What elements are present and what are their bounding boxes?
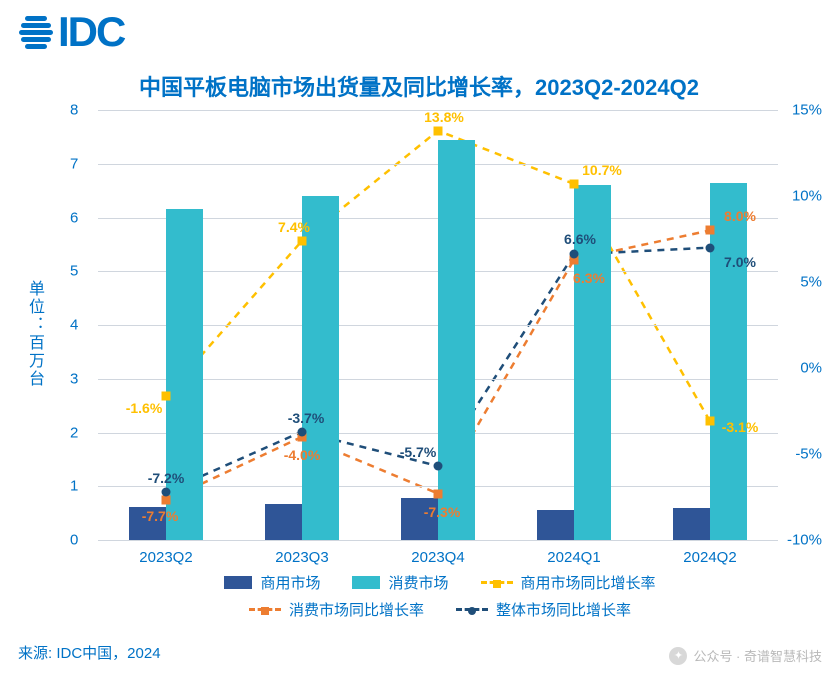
legend-label: 整体市场同比增长率 — [496, 599, 631, 620]
marker-commercial_yoy — [298, 236, 307, 245]
y1-tick-label: 7 — [70, 155, 78, 172]
value-label-overall_yoy: 7.0% — [724, 254, 756, 270]
chart-source: 来源: IDC中国，2024 — [18, 642, 161, 663]
y2-tick-label: -5% — [795, 446, 822, 463]
bar-consumer — [438, 140, 475, 540]
legend-label: 消费市场同比增长率 — [289, 599, 424, 620]
x-tick-label: 2023Q3 — [275, 549, 328, 566]
marker-overall_yoy — [570, 250, 579, 259]
bar-consumer — [302, 196, 339, 540]
idc-logo-icon — [18, 14, 54, 50]
value-label-consumer_yoy: -7.3% — [424, 504, 461, 520]
marker-commercial_yoy — [706, 417, 715, 426]
chart-legend: 商用市场 消费市场 商用市场同比增长率消费市场同比增长率 整体市场同比增长率 — [100, 572, 780, 626]
bar-commercial — [673, 508, 710, 540]
legend-swatch — [456, 608, 488, 611]
y1-axis-label: 单位：百万台 — [22, 280, 46, 388]
legend-item-commercial_yoy: 商用市场同比增长率 — [481, 572, 656, 593]
y1-tick-label: 8 — [70, 102, 78, 119]
bar-commercial — [537, 510, 574, 540]
watermark: ✦ 公众号 · 奇谱智慧科技 — [669, 646, 822, 665]
legend-row: 商用市场 消费市场 商用市场同比增长率 — [100, 572, 780, 593]
legend-swatch — [249, 608, 281, 611]
value-label-commercial_yoy: 7.4% — [278, 219, 310, 235]
legend-swatch — [224, 576, 252, 589]
legend-label: 消费市场 — [388, 572, 448, 593]
marker-commercial_yoy — [434, 126, 443, 135]
value-label-commercial_yoy: 10.7% — [582, 162, 622, 178]
bar-commercial — [265, 504, 302, 540]
value-label-commercial_yoy: -3.1% — [722, 419, 759, 435]
marker-commercial_yoy — [570, 179, 579, 188]
marker-commercial_yoy — [162, 391, 171, 400]
value-label-consumer_yoy: -7.7% — [142, 508, 179, 524]
x-tick-label: 2024Q1 — [547, 549, 600, 566]
marker-overall_yoy — [162, 487, 171, 496]
y1-tick-label: 1 — [70, 478, 78, 495]
watermark-text: 公众号 · 奇谱智慧科技 — [693, 646, 822, 665]
gridline — [98, 540, 778, 541]
y2-tick-label: 10% — [792, 188, 822, 205]
marker-consumer_yoy — [162, 496, 171, 505]
marker-consumer_yoy — [434, 489, 443, 498]
value-label-commercial_yoy: -1.6% — [126, 400, 163, 416]
y2-tick-label: -10% — [787, 532, 822, 549]
value-label-commercial_yoy: 13.8% — [424, 109, 464, 125]
value-label-overall_yoy: -5.7% — [400, 444, 437, 460]
legend-swatch — [352, 576, 380, 589]
marker-overall_yoy — [298, 427, 307, 436]
value-label-overall_yoy: -7.2% — [148, 470, 185, 486]
idc-logo: IDC — [18, 8, 124, 56]
x-tick-label: 2024Q2 — [683, 549, 736, 566]
chart-plot-area: 012345678-10%-5%0%5%10%15%2023Q22023Q320… — [98, 110, 778, 540]
value-label-consumer_yoy: 8.0% — [724, 208, 756, 224]
value-label-consumer_yoy: -4.0% — [284, 447, 321, 463]
marker-consumer_yoy — [706, 226, 715, 235]
legend-label: 商用市场 — [260, 572, 320, 593]
value-label-consumer_yoy: 6.3% — [573, 270, 605, 286]
y1-tick-label: 5 — [70, 263, 78, 280]
y2-tick-label: 15% — [792, 102, 822, 119]
legend-row: 消费市场同比增长率 整体市场同比增长率 — [100, 599, 780, 620]
y2-tick-label: 5% — [800, 274, 822, 291]
y1-tick-label: 4 — [70, 317, 78, 334]
y1-tick-label: 0 — [70, 532, 78, 549]
legend-item-consumer: 消费市场 — [352, 572, 448, 593]
bar-consumer — [710, 183, 747, 540]
x-tick-label: 2023Q2 — [139, 549, 192, 566]
marker-overall_yoy — [706, 243, 715, 252]
legend-item-overall_yoy: 整体市场同比增长率 — [456, 599, 631, 620]
marker-overall_yoy — [434, 462, 443, 471]
wechat-icon: ✦ — [669, 647, 687, 665]
y1-tick-label: 2 — [70, 424, 78, 441]
bar-consumer — [166, 209, 203, 540]
y2-tick-label: 0% — [800, 360, 822, 377]
legend-item-consumer_yoy: 消费市场同比增长率 — [249, 599, 424, 620]
y1-tick-label: 3 — [70, 370, 78, 387]
idc-logo-text: IDC — [58, 8, 124, 56]
x-tick-label: 2023Q4 — [411, 549, 464, 566]
legend-swatch — [481, 581, 513, 584]
value-label-overall_yoy: -3.7% — [288, 410, 325, 426]
y1-tick-label: 6 — [70, 209, 78, 226]
chart-title: 中国平板电脑市场出货量及同比增长率，2023Q2-2024Q2 — [0, 70, 838, 102]
value-label-overall_yoy: 6.6% — [564, 231, 596, 247]
legend-item-commercial: 商用市场 — [224, 572, 320, 593]
legend-label: 商用市场同比增长率 — [521, 572, 656, 593]
